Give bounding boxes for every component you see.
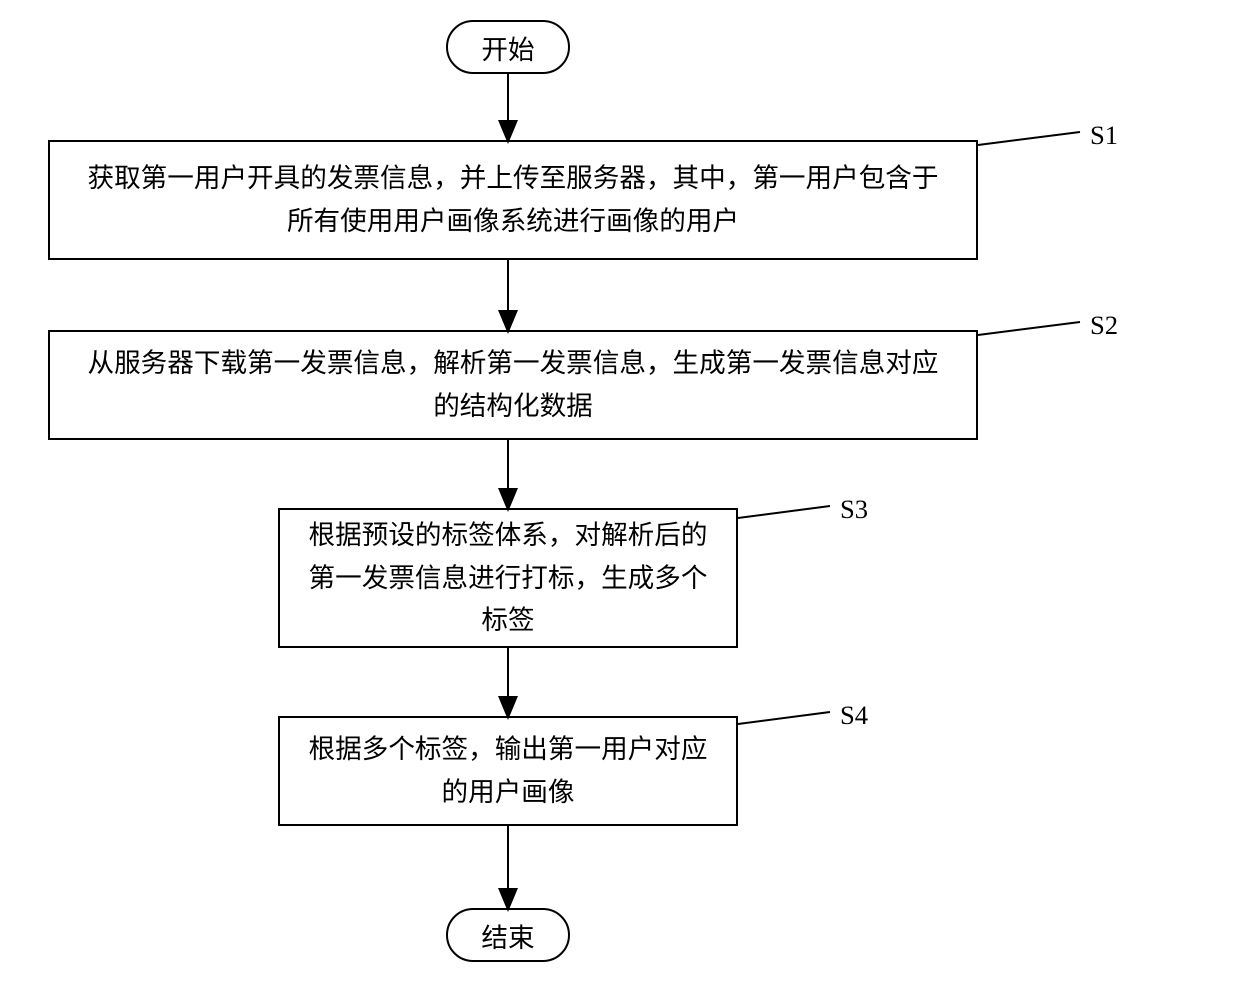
- flow-step-s3-text: 根据预设的标签体系，对解析后的第一发票信息进行打标，生成多个标签: [300, 514, 716, 642]
- flow-step-s1-text: 获取第一用户开具的发票信息，并上传至服务器，其中，第一用户包含于所有使用用户画像…: [80, 157, 946, 242]
- flowchart-canvas: 开始 获取第一用户开具的发票信息，并上传至服务器，其中，第一用户包含于所有使用用…: [0, 0, 1240, 1008]
- flow-step-s3: 根据预设的标签体系，对解析后的第一发票信息进行打标，生成多个标签: [278, 508, 738, 648]
- step-label-s4: S4: [840, 700, 868, 731]
- step-label-s2: S2: [1090, 310, 1118, 341]
- flow-step-s4: 根据多个标签，输出第一用户对应的用户画像: [278, 716, 738, 826]
- flow-end: 结束: [446, 908, 570, 962]
- flow-step-s2-text: 从服务器下载第一发票信息，解析第一发票信息，生成第一发票信息对应的结构化数据: [80, 342, 946, 427]
- flow-step-s1: 获取第一用户开具的发票信息，并上传至服务器，其中，第一用户包含于所有使用用户画像…: [48, 140, 978, 260]
- step-label-s1: S1: [1090, 120, 1118, 151]
- flow-end-text: 结束: [481, 916, 534, 955]
- flow-start-text: 开始: [481, 28, 534, 67]
- step-label-s3: S3: [840, 494, 868, 525]
- flow-start: 开始: [446, 20, 570, 74]
- flow-step-s4-text: 根据多个标签，输出第一用户对应的用户画像: [300, 728, 716, 813]
- flow-step-s2: 从服务器下载第一发票信息，解析第一发票信息，生成第一发票信息对应的结构化数据: [48, 330, 978, 440]
